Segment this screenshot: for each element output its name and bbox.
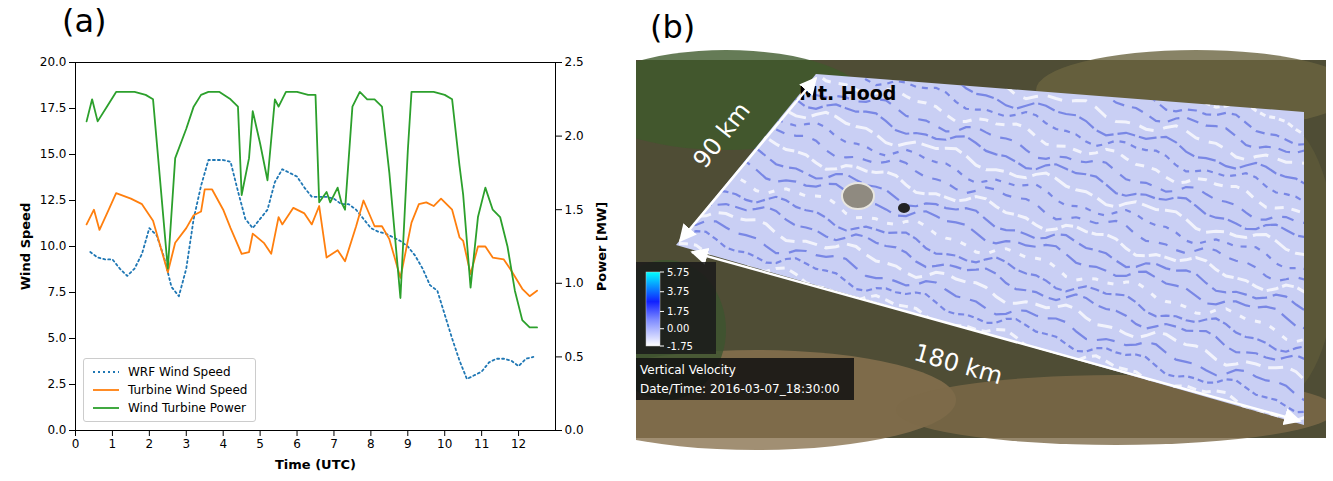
svg-text:11: 11 [474,437,489,451]
html-text:Wind Turbine Power: Wind Turbine Power [128,401,247,415]
svg-text:6: 6 [293,437,301,451]
svg-text:5: 5 [256,437,264,451]
svg-text:2: 2 [146,437,154,451]
svg-text:8: 8 [367,437,375,451]
svg-text:1: 1 [109,437,117,451]
svg-text:12.5: 12.5 [40,193,67,207]
svg-text:1.0: 1.0 [565,276,584,290]
svg-text:Date/Time: 2016-03-07_18:30:00: Date/Time: 2016-03-07_18:30:00 [640,382,840,396]
svg-text:(b): (b) [650,8,695,46]
svg-text:0.5: 0.5 [565,350,584,364]
svg-text:17.5: 17.5 [40,101,67,115]
svg-text:9: 9 [404,437,412,451]
svg-text:0.0: 0.0 [47,423,66,437]
svg-text:180 km: 180 km [911,338,1006,390]
svg-text:3.75: 3.75 [667,286,689,297]
html-text:(a): (a) [62,2,107,40]
svg-text:2.5: 2.5 [565,55,584,69]
html-text:Turbine Wind Speed: Turbine Wind Speed [128,383,248,397]
svg-text:20.0: 20.0 [40,55,67,69]
svg-text:0.00: 0.00 [667,323,689,334]
svg-text:Mt. Hood: Mt. Hood [799,82,896,104]
svg-text:Time (UTC): Time (UTC) [275,457,356,472]
svg-text:0: 0 [72,437,80,451]
html-text:WRF Wind Speed: WRF Wind Speed [128,365,231,379]
svg-text:0.0: 0.0 [565,423,584,437]
svg-text:2.0: 2.0 [565,129,584,143]
svg-text:12: 12 [511,437,526,451]
svg-text:Wind Speed: Wind Speed [18,203,33,291]
svg-text:90 km: 90 km [687,97,756,174]
svg-text:15.0: 15.0 [40,147,67,161]
svg-text:3: 3 [182,437,190,451]
svg-text:7: 7 [330,437,338,451]
svg-text:10.0: 10.0 [40,239,67,253]
svg-text:10: 10 [437,437,452,451]
svg-text:5.75: 5.75 [667,267,689,278]
svg-text:Vertical Velocity: Vertical Velocity [640,363,736,377]
svg-text:4: 4 [219,437,227,451]
svg-text:-1.75: -1.75 [667,341,693,352]
svg-text:1.5: 1.5 [565,203,584,217]
svg-text:5.0: 5.0 [47,331,66,345]
svg-text:Power [MW]: Power [MW] [594,202,609,291]
svg-text:2.5: 2.5 [47,377,66,391]
svg-text:7.5: 7.5 [47,285,66,299]
svg-text:1.75: 1.75 [667,306,689,317]
